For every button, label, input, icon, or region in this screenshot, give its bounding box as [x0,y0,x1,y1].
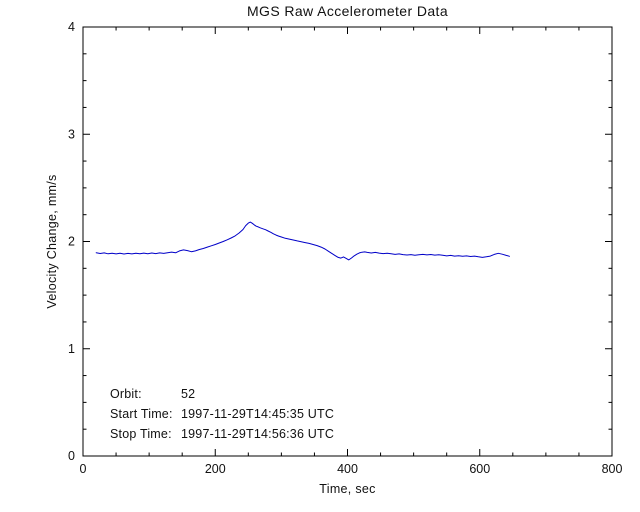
annotation-stop-time-value: 1997-11-29T14:56:36 UTC [181,427,334,441]
x-tick-label: 800 [602,462,623,476]
x-tick-label: 0 [80,462,87,476]
y-tick-label: 1 [68,342,75,356]
x-tick-label: 400 [337,462,358,476]
y-axis-label: Velocity Change, mm/s [45,174,59,308]
chart-title: MGS Raw Accelerometer Data [247,3,448,19]
annotation-start-time-label: Start Time: [110,407,173,421]
x-axis-label: Time, sec [319,482,375,496]
axis-box [82,26,613,457]
annotation-stop-time-label: Stop Time: [110,427,172,441]
data-line-velocity-change [95,221,510,261]
annotation-orbit-label: Orbit: [110,387,142,401]
y-tick-label: 0 [68,449,75,463]
y-tick-label: 4 [68,20,75,34]
annotation-orbit-value: 52 [181,387,195,401]
y-tick-label: 3 [68,127,75,141]
annotation-start-time-value: 1997-11-29T14:45:35 UTC [181,407,334,421]
x-tick-label: 200 [205,462,226,476]
x-tick-label: 600 [469,462,490,476]
y-tick-label: 2 [68,235,75,249]
